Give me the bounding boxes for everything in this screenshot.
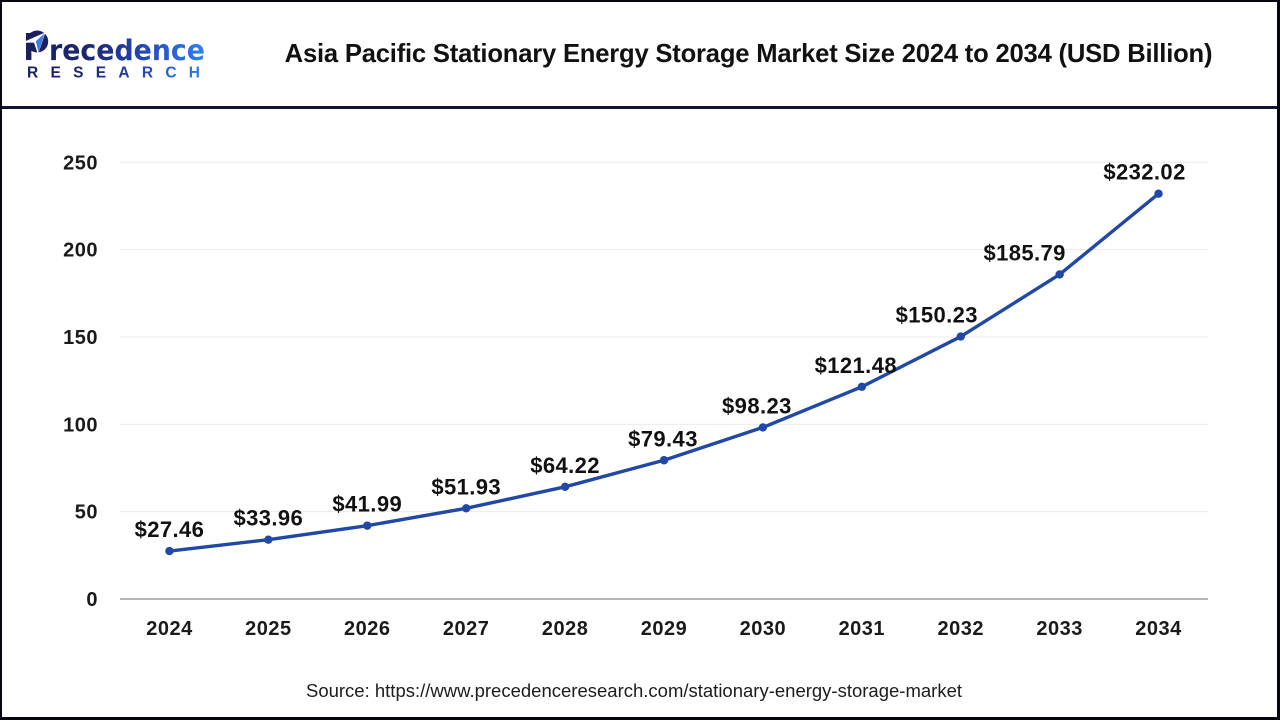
data-point-2024 [165, 546, 174, 556]
y-tick-label-200: 200 [63, 240, 98, 262]
value-label-2027: $51.93 [431, 474, 501, 499]
source-text: Source: https://www.precedenceresearch.c… [305, 680, 962, 701]
y-tick-label-150: 150 [63, 327, 98, 349]
data-point-2032 [956, 332, 965, 341]
value-label-2033: $185.79 [983, 240, 1065, 265]
precedence-research-logo: recedence RESEARCH [22, 30, 205, 80]
value-label-2028: $64.22 [530, 453, 600, 478]
x-tick-label-2033: 2033 [1036, 618, 1083, 640]
data-point-2027 [461, 504, 471, 513]
y-tick-label-250: 250 [63, 152, 98, 174]
y-tick-label-50: 50 [75, 502, 98, 524]
x-tick-label-2025: 2025 [245, 618, 292, 640]
data-point-2028 [560, 482, 570, 492]
x-tick-label-2026: 2026 [344, 618, 391, 640]
value-label-2032: $150.23 [896, 303, 978, 328]
y-tick-label-100: 100 [63, 414, 98, 436]
data-point-2031 [857, 382, 867, 391]
value-label-2025: $33.96 [234, 506, 304, 531]
x-tick-label-2031: 2031 [839, 618, 886, 640]
data-point-2034 [1154, 189, 1163, 198]
x-tick-label-2027: 2027 [443, 618, 490, 640]
value-label-2030: $98.23 [722, 393, 792, 418]
data-point-2033 [1055, 270, 1064, 279]
x-tick-label-2034: 2034 [1135, 618, 1182, 640]
data-point-2029 [659, 456, 669, 465]
data-point-2025 [264, 535, 273, 544]
logo-p-leaf-icon [22, 30, 49, 60]
x-tick-label-2028: 2028 [542, 618, 589, 640]
value-label-2031: $121.48 [815, 353, 897, 378]
value-label-2026: $41.99 [332, 492, 402, 517]
logo-wordmark: recedence [49, 34, 205, 67]
header-divider [2, 106, 1277, 109]
header: recedence RESEARCH Asia Pacific Stationa… [2, 2, 1277, 109]
data-point-2030 [758, 423, 768, 432]
value-label-2034: $232.02 [1103, 160, 1185, 185]
data-point-2026 [363, 521, 372, 530]
y-tick-label-0: 0 [86, 589, 98, 611]
value-label-2024: $27.46 [135, 517, 205, 542]
chart-title: Asia Pacific Stationary Energy Storage M… [284, 39, 1213, 68]
x-tick-label-2024: 2024 [146, 618, 193, 640]
x-tick-label-2032: 2032 [937, 618, 984, 640]
x-tick-label-2030: 2030 [740, 618, 787, 640]
value-label-2029: $79.43 [628, 426, 698, 451]
x-tick-label-2029: 2029 [641, 618, 688, 640]
